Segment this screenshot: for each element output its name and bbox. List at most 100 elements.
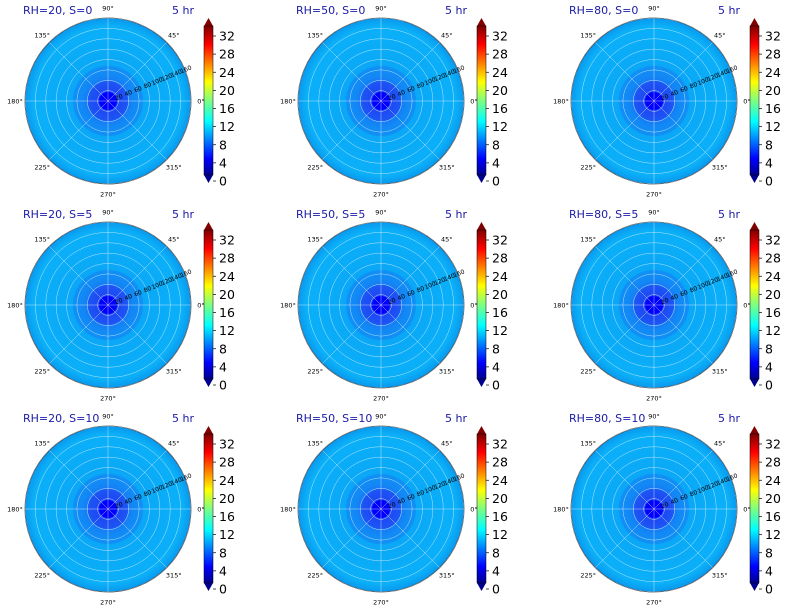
- colorbar-tick-label: 8: [492, 341, 500, 356]
- colorbar-tick-label: 32: [492, 29, 508, 44]
- colorbar-frame: [476, 433, 487, 584]
- radial-tick-label: 40: [124, 89, 134, 98]
- angular-gridline: [322, 304, 382, 364]
- colorbar-tick-label: 0: [765, 582, 773, 597]
- polar-panel: 0°45°90°135°180°225°270°315°20 40 60 801001…: [280, 412, 508, 607]
- colorbar-tick-label: 20: [219, 491, 235, 506]
- angular-gridline: [49, 304, 109, 364]
- panel-time-label: 5 hr: [172, 412, 194, 425]
- angular-tick-label: 0°: [743, 98, 750, 106]
- angular-tick-label: 135°: [580, 440, 596, 448]
- radial-tick-label: 160: [725, 268, 738, 279]
- angular-gridline: [49, 42, 109, 102]
- radial-tick-label: 100: [424, 280, 437, 291]
- angular-tick-label: 180°: [280, 506, 296, 514]
- angular-tick-label: 180°: [7, 98, 23, 106]
- angular-gridline: [49, 508, 109, 568]
- colorbar-tick-label: 4: [219, 155, 227, 170]
- angular-tick-label: 225°: [580, 367, 596, 375]
- colorbar-tick-label: 24: [219, 269, 235, 284]
- angular-gridline: [49, 450, 109, 510]
- radial-tick-label: 40: [670, 293, 680, 302]
- radial-tick-label: 40: [124, 293, 134, 302]
- panel-time-label: 5 hr: [718, 208, 740, 221]
- colorbar-tick-label: 28: [219, 251, 235, 266]
- radial-tick-label: 80: [143, 285, 153, 294]
- panel-title: RH=80, S=10: [569, 412, 645, 425]
- colorbar-tick-label: 32: [492, 437, 508, 452]
- colorbar-extend-bottom: [204, 583, 213, 591]
- radial-tick-label: 160: [179, 268, 192, 279]
- radial-tick-label: 40: [397, 497, 407, 506]
- colorbar-extend-bottom: [750, 583, 759, 591]
- radial-tick-label: 160: [179, 64, 192, 75]
- angular-gridline: [49, 100, 109, 160]
- colorbar-tick-label: 24: [219, 473, 235, 488]
- colorbar-tick-label: 12: [219, 323, 235, 338]
- angular-gridline: [107, 246, 167, 306]
- radial-tick-label: 60: [133, 85, 143, 94]
- angular-gridline: [322, 42, 382, 102]
- angular-tick-label: 90°: [375, 209, 387, 217]
- colorbar: [750, 434, 759, 583]
- angular-tick-label: 270°: [646, 599, 662, 607]
- colorbar-tick-label: 32: [219, 233, 235, 248]
- angular-tick-label: 90°: [375, 5, 387, 13]
- angular-tick-label: 270°: [373, 395, 389, 403]
- colorbar-tick-label: 8: [219, 341, 227, 356]
- angular-tick-label: 315°: [166, 163, 182, 171]
- colorbar-tick-label: 20: [765, 287, 781, 302]
- colorbar-tick-label: 0: [765, 378, 773, 393]
- panel-title: RH=50, S=0: [296, 4, 365, 17]
- panel-time-label: 5 hr: [445, 412, 467, 425]
- radial-tick-label: 40: [397, 89, 407, 98]
- angular-gridline: [653, 246, 713, 306]
- polar-panel: 0°45°90°135°180°225°270°315°20 40 60 801001…: [553, 208, 781, 403]
- polar-panel: 0°45°90°135°180°225°270°315°20 40 60 801001…: [553, 412, 781, 607]
- colorbar-frame: [749, 25, 760, 176]
- radial-tick-label: 60: [679, 493, 689, 502]
- angular-tick-label: 135°: [580, 32, 596, 40]
- angular-tick-label: 315°: [712, 367, 728, 375]
- colorbar-frame: [203, 25, 214, 176]
- angular-gridline: [653, 304, 713, 364]
- panel-title: RH=20, S=5: [23, 208, 92, 221]
- radial-tick-label: 60: [679, 85, 689, 94]
- colorbar-tick-label: 4: [765, 563, 773, 578]
- radial-tick-label: 120: [433, 72, 446, 83]
- colorbar-frame: [203, 433, 214, 584]
- angular-gridline: [322, 100, 382, 160]
- angular-gridline: [380, 304, 440, 364]
- colorbar-extend-bottom: [750, 379, 759, 387]
- angular-tick-label: 135°: [580, 236, 596, 244]
- panel-time-label: 5 hr: [718, 412, 740, 425]
- colorbar-tick-label: 32: [765, 437, 781, 452]
- angular-gridline: [595, 450, 655, 510]
- radial-tick-label: 140: [443, 476, 456, 487]
- radial-tick-label: 20: [387, 93, 397, 102]
- colorbar-extend-top: [204, 18, 213, 26]
- angular-tick-label: 270°: [373, 599, 389, 607]
- polar-panel: 0°45°90°135°180°225°270°315°20 40 60 801001…: [7, 208, 235, 403]
- radial-tick-label: 20: [387, 297, 397, 306]
- radial-tick-label: 60: [406, 289, 416, 298]
- angular-gridline: [107, 100, 167, 160]
- colorbar-tick-label: 0: [219, 174, 227, 189]
- colorbar-tick-label: 28: [765, 47, 781, 62]
- colorbar-tick-label: 20: [492, 287, 508, 302]
- polar-panel: 0°45°90°135°180°225°270°315°20 40 60 801001…: [280, 4, 508, 199]
- colorbar-tick-label: 24: [492, 269, 508, 284]
- angular-gridline: [380, 42, 440, 102]
- radial-tick-label: 40: [124, 497, 134, 506]
- radial-tick-label: 100: [151, 484, 164, 495]
- radial-tick-label: 100: [697, 280, 710, 291]
- radial-tick-label: 100: [697, 76, 710, 87]
- colorbar-frame: [476, 229, 487, 380]
- colorbar-extend-top: [204, 426, 213, 434]
- angular-tick-label: 45°: [714, 32, 726, 40]
- angular-tick-label: 90°: [648, 413, 660, 421]
- panel-title: RH=80, S=5: [569, 208, 638, 221]
- radial-tick-label: 60: [406, 85, 416, 94]
- angular-tick-label: 0°: [197, 506, 204, 514]
- angular-tick-label: 225°: [307, 163, 323, 171]
